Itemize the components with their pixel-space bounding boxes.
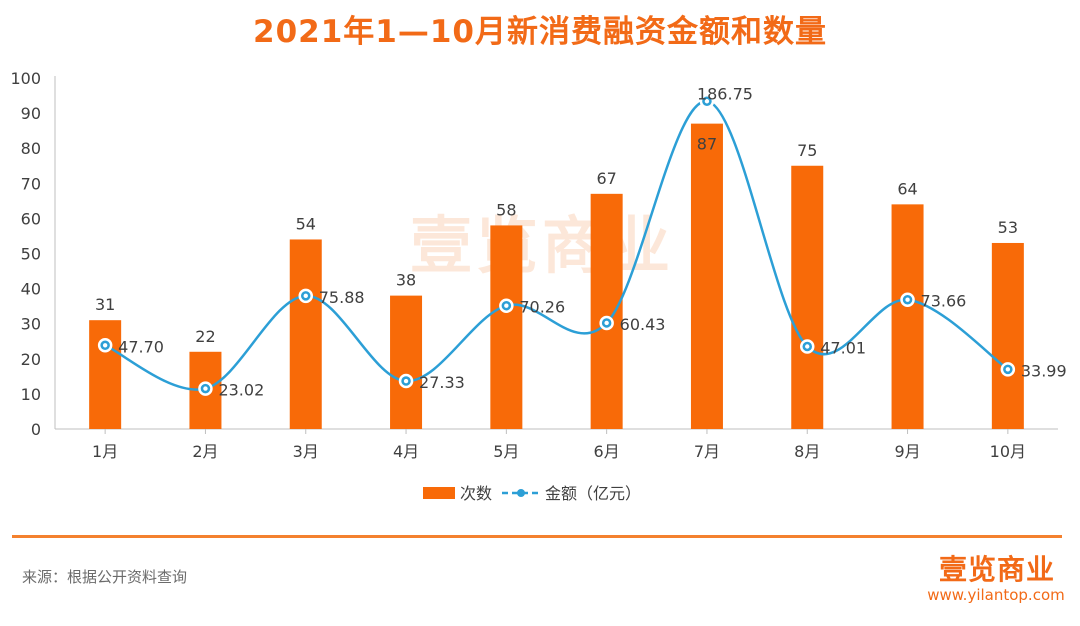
legend-bar-swatch xyxy=(423,487,455,499)
line-point-center xyxy=(203,386,208,391)
bar xyxy=(791,165,824,429)
y-tick-label: 100 xyxy=(10,69,41,88)
x-tick-label: 3月 xyxy=(293,442,319,461)
bar-value-label: 53 xyxy=(998,218,1018,237)
divider xyxy=(12,535,1062,538)
chart-title: 2021年1—10月新消费融资金额和数量 xyxy=(253,14,827,50)
legend-line-marker xyxy=(517,489,525,497)
y-tick-label: 0 xyxy=(31,420,41,439)
line-point-center xyxy=(905,297,910,302)
bar xyxy=(690,123,723,429)
y-tick-label: 20 xyxy=(21,350,41,369)
bar xyxy=(490,225,523,429)
line-point-center xyxy=(1005,367,1011,372)
y-tick-label: 90 xyxy=(21,104,41,123)
bar xyxy=(991,242,1024,429)
chart: 0 10 20 30 40 50 60 70 80 90 100 31 1月 22 2月 54 3月 38 4月 58… xyxy=(10,69,1067,503)
bar-value-label: 22 xyxy=(195,327,215,346)
y-tick-label: 60 xyxy=(21,209,41,228)
y-tick-label: 30 xyxy=(21,315,41,334)
line-point-center xyxy=(805,344,810,349)
legend-line-label: 金额（亿元） xyxy=(545,484,641,503)
x-tick-label: 1月 xyxy=(92,442,118,461)
brand-logo: 壹览商业 xyxy=(938,553,1055,586)
x-tick-label: 9月 xyxy=(894,442,920,461)
bar-value-label: 58 xyxy=(496,200,516,219)
x-tick-label: 8月 xyxy=(794,442,820,461)
line-value-label: 47.01 xyxy=(820,338,866,357)
line-value-label: 23.02 xyxy=(218,381,264,400)
line-value-label: 33.99 xyxy=(1021,361,1067,380)
bar xyxy=(590,193,623,429)
source-note: 来源：根据公开资料查询 xyxy=(22,568,188,586)
y-tick-label: 70 xyxy=(21,174,41,193)
x-tick-label: 2月 xyxy=(192,442,218,461)
line-point-center xyxy=(403,378,409,384)
bar-value-label: 64 xyxy=(897,179,917,198)
bar-value-label: 75 xyxy=(797,141,817,160)
bar-value-label: 31 xyxy=(95,295,115,314)
line-value-label: 47.70 xyxy=(118,337,164,356)
bar-value-label: 38 xyxy=(396,271,416,290)
line-value-label: 75.88 xyxy=(319,288,365,307)
amount-line xyxy=(104,100,1009,391)
watermark: 壹览商业 xyxy=(410,209,675,282)
bar-value-label: 54 xyxy=(296,214,316,233)
bar xyxy=(89,320,122,429)
line-value-label: 70.26 xyxy=(519,298,565,317)
bar-value-label: 87 xyxy=(697,135,717,154)
line-value-label: 27.33 xyxy=(419,373,465,392)
legend-bar-label: 次数 xyxy=(460,484,492,503)
line-value-label: 60.43 xyxy=(620,315,666,334)
y-tick-label: 80 xyxy=(21,139,41,158)
bar-value-label: 67 xyxy=(596,169,616,188)
y-tick-label: 50 xyxy=(21,245,41,264)
line-value-label: 186.75 xyxy=(697,84,753,103)
line-point-center xyxy=(604,320,609,326)
bar xyxy=(289,239,322,429)
x-tick-label: 6月 xyxy=(594,442,620,461)
x-tick-label: 4月 xyxy=(393,442,419,461)
x-tick-label: 7月 xyxy=(694,442,720,461)
brand-url[interactable]: www.yilantop.com xyxy=(927,586,1065,604)
y-tick-label: 10 xyxy=(21,385,41,404)
bar xyxy=(891,204,924,429)
line-point-center xyxy=(303,293,308,299)
line-point-center xyxy=(704,99,710,104)
x-tick-label: 5月 xyxy=(493,442,519,461)
line-value-label: 73.66 xyxy=(921,292,967,311)
y-tick-label: 40 xyxy=(21,280,41,299)
line-point-center xyxy=(504,303,509,308)
line-point-center xyxy=(102,343,108,348)
bar xyxy=(390,295,423,429)
x-tick-label: 10月 xyxy=(990,442,1026,461)
